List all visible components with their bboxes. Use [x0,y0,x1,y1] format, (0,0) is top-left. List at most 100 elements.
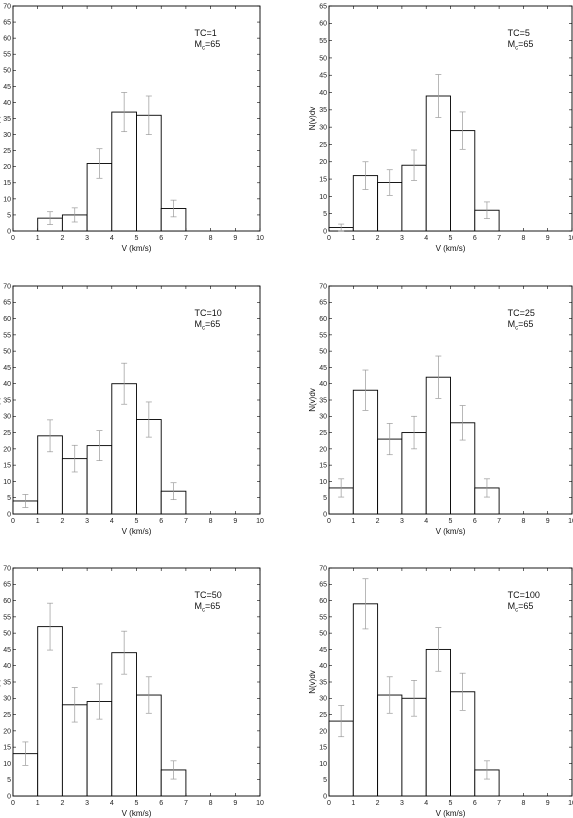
histogram-bar [425,648,451,797]
histogram-panel: 0510152025303540455055606570012345678910… [308,283,573,536]
y-tick-label: 5 [323,211,327,218]
mc-value: =65 [205,319,220,329]
y-tick-label: 45 [3,647,11,654]
y-tick-label: 35 [3,116,11,123]
y-axis-label: N(v)dv [308,670,317,694]
y-tick-label: 70 [3,565,11,572]
error-bar [96,430,103,461]
x-tick-label: 6 [159,518,163,525]
x-tick-label: 0 [11,518,15,525]
y-tick-label: 55 [319,38,327,45]
mc-annotation: Mc=65 [508,39,534,52]
y-tick-label: 15 [319,463,327,470]
y-tick-label: 15 [3,180,11,187]
x-tick-label: 10 [568,800,573,807]
y-tick-label: 25 [3,712,11,719]
y-tick-label: 70 [3,3,11,10]
y-tick-label: 15 [3,463,11,470]
y-tick-label: 60 [319,598,327,605]
y-tick-label: 40 [3,381,11,388]
error-bar [362,578,369,630]
x-axis-label: V (km/s) [436,809,466,818]
x-tick-label: 10 [256,518,264,525]
y-tick-label: 20 [319,728,327,735]
y-tick-label: 45 [3,365,11,372]
y-tick-label: 25 [3,148,11,155]
error-bar [121,630,128,675]
y-tick-label: 25 [3,430,11,437]
x-tick-label: 1 [36,800,40,807]
y-axis-label: N(v)dv [308,107,317,131]
mc-subscript: c [202,46,205,52]
error-bar [362,161,369,190]
y-tick-label: 5 [323,777,327,784]
x-tick-label: 9 [546,800,550,807]
y-tick-label: 0 [323,228,327,235]
y-tick-label: 45 [3,84,11,91]
x-tick-label: 3 [85,800,89,807]
x-tick-label: 5 [449,800,453,807]
x-tick-label: 9 [233,800,237,807]
mc-subscript: c [515,608,518,614]
x-tick-label: 0 [11,235,15,242]
y-tick-label: 55 [3,52,11,59]
error-bar [170,760,177,780]
tc-annotation: TC=25 [508,308,535,318]
error-bar [411,149,418,181]
x-axis-label: V (km/s) [122,527,152,536]
y-tick-label: 40 [3,663,11,670]
x-tick-label: 2 [60,518,64,525]
x-tick-label: 8 [521,800,525,807]
mc-main: M [508,319,515,329]
x-tick-label: 1 [351,800,355,807]
y-tick-label: 35 [3,397,11,404]
mc-subscript: c [515,326,518,332]
y-tick-label: 40 [319,381,327,388]
y-tick-label: 55 [319,332,327,339]
x-tick-label: 3 [85,518,89,525]
x-tick-label: 6 [159,235,163,242]
x-tick-label: 6 [473,235,477,242]
y-tick-label: 45 [319,647,327,654]
mc-main: M [195,319,203,329]
error-bar [96,683,103,720]
y-tick-label: 65 [3,582,11,589]
x-tick-label: 8 [521,235,525,242]
y-tick-label: 25 [319,430,327,437]
y-tick-label: 0 [7,793,11,800]
tc-annotation: TC=1 [195,28,217,38]
error-bar [483,478,490,498]
x-tick-label: 6 [159,800,163,807]
mc-annotation: Mc=65 [195,601,221,614]
x-tick-label: 5 [135,518,139,525]
y-tick-label: 5 [7,212,11,219]
mc-subscript: c [202,608,205,614]
x-tick-label: 6 [473,518,477,525]
y-tick-label: 65 [3,300,11,307]
x-axis-label: V (km/s) [436,527,466,536]
histogram-bar [352,603,379,797]
y-axis-label: N(v)dv [0,670,1,694]
x-tick-label: 7 [497,235,501,242]
y-tick-label: 30 [3,414,11,421]
x-tick-label: 7 [497,800,501,807]
x-tick-label: 10 [256,235,264,242]
mc-value: =65 [518,39,533,49]
y-tick-label: 65 [319,582,327,589]
histogram-bar [111,652,137,797]
histogram-bar [111,383,137,515]
x-tick-label: 4 [424,235,428,242]
y-tick-label: 10 [3,479,11,486]
x-tick-label: 2 [376,800,380,807]
error-bar [338,478,345,498]
mc-subscript: c [202,326,205,332]
histogram-panel: 0510152025303540455055606570012345678910… [308,565,573,818]
mc-main: M [195,601,203,611]
histogram-panel: 05101520253035404550556065012345678910V … [308,3,573,253]
x-axis-label: V (km/s) [122,244,152,253]
histogram-bar [425,95,451,232]
error-bar [435,74,442,118]
y-tick-label: 10 [319,194,327,201]
